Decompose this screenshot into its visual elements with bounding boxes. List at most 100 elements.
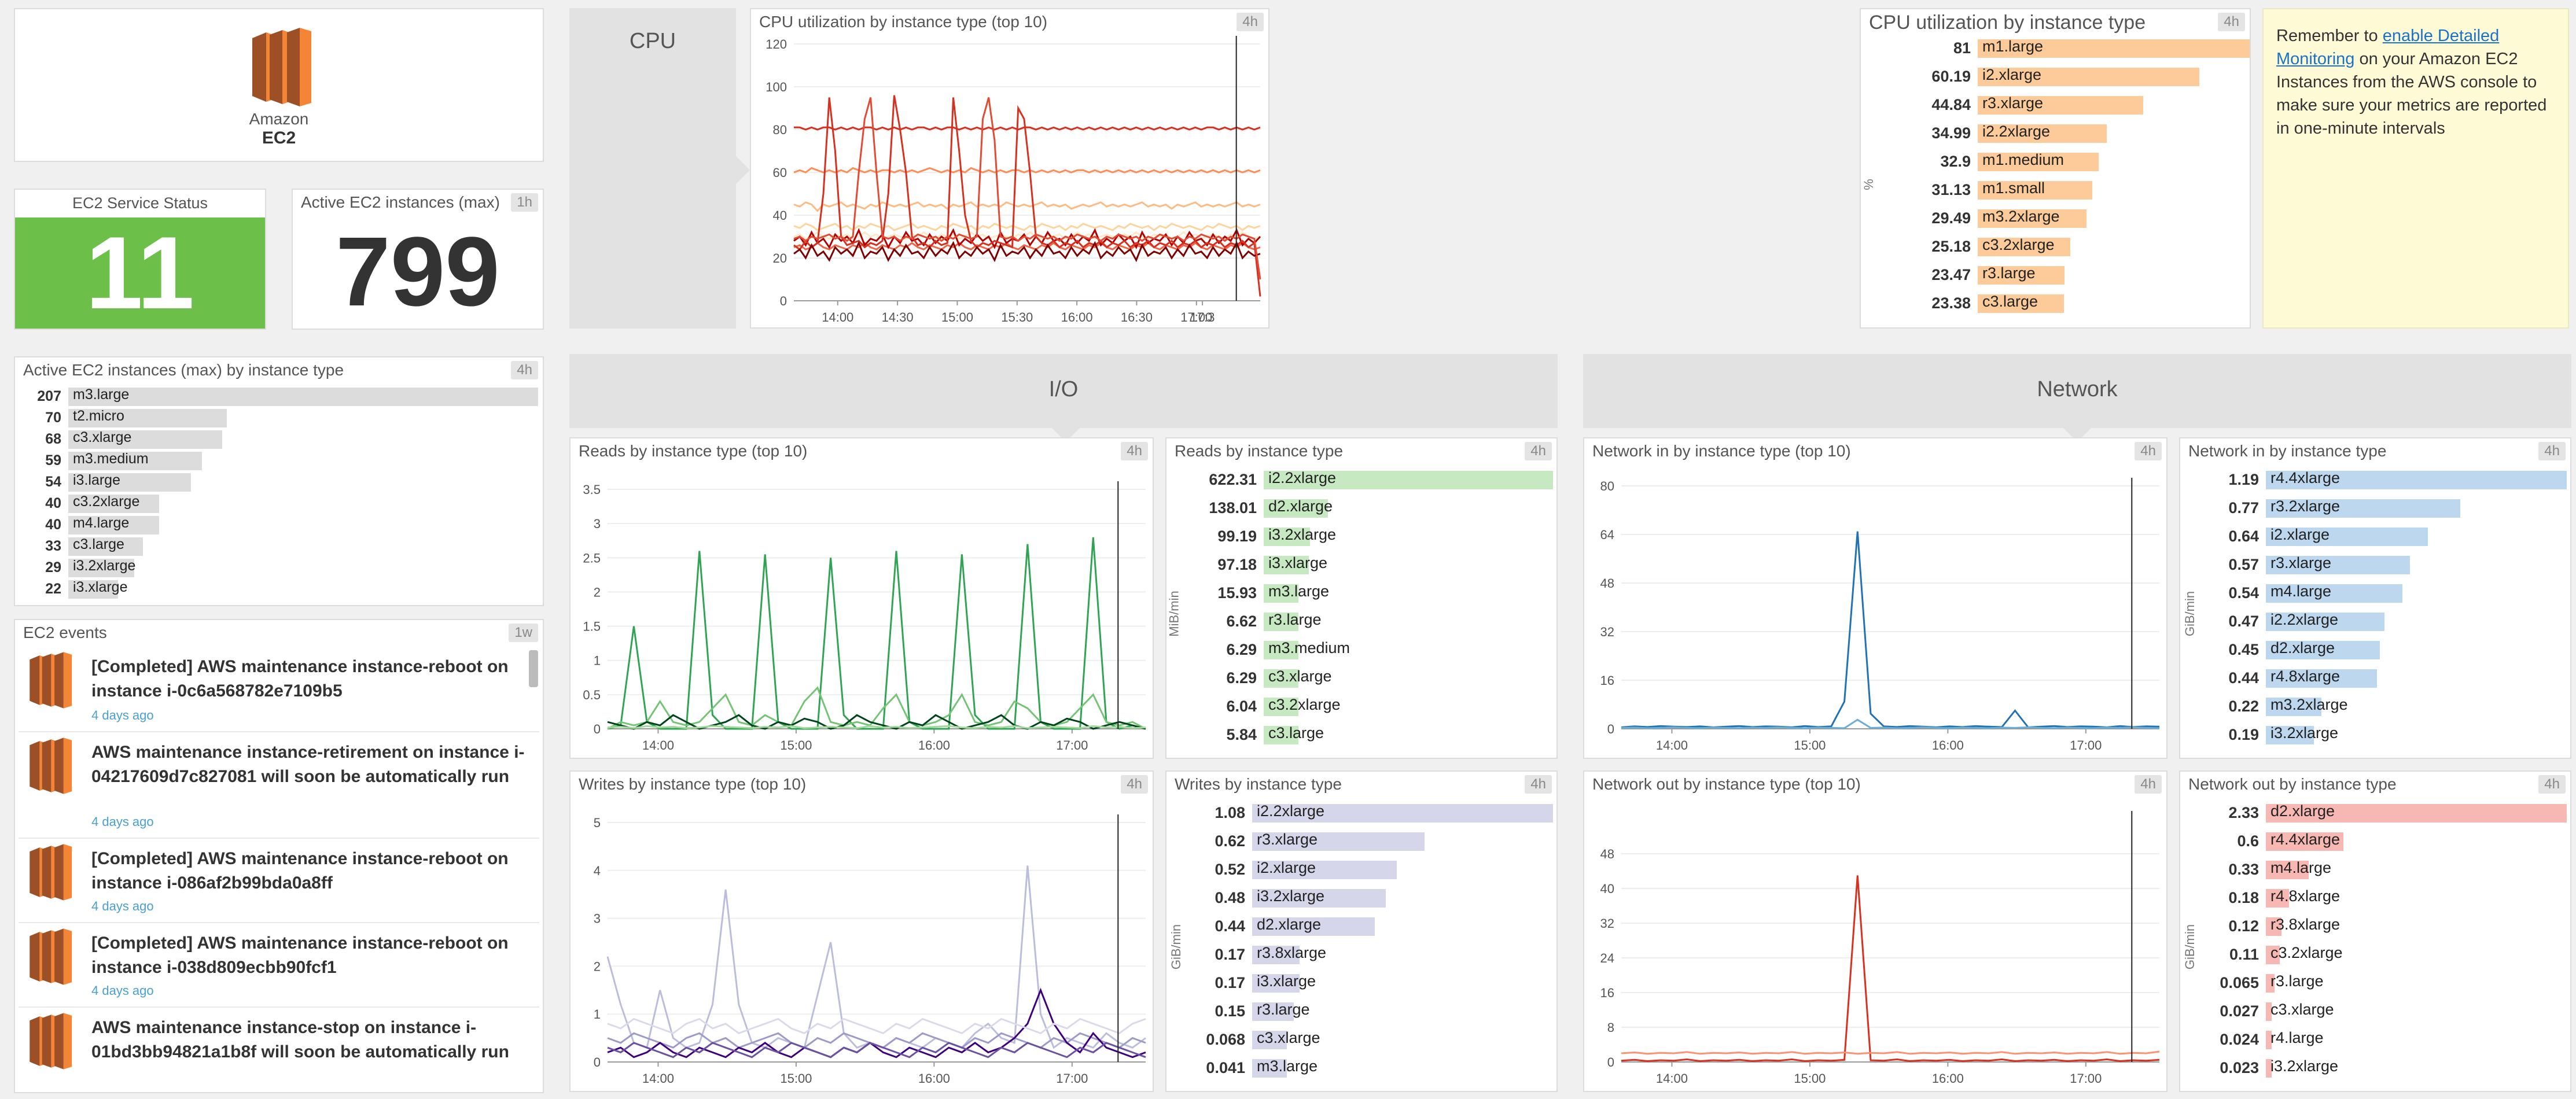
writes-toplist-timeframe[interactable]: 4h — [1525, 775, 1552, 794]
toplist-bar — [1252, 861, 1397, 879]
event-title[interactable]: [Completed] AWS maintenance instance-reb… — [91, 934, 509, 977]
toplist-value: 0.48 — [1215, 889, 1245, 906]
y-tick-label: 0 — [594, 1055, 601, 1070]
toplist-label: d2.xlarge — [2270, 802, 2335, 820]
series-line — [794, 126, 1261, 131]
toplist-value: 81 — [1953, 39, 1971, 57]
toplist-bar — [2266, 528, 2428, 546]
toplist-value: 60.19 — [1931, 68, 1971, 85]
toplist-bar — [1978, 96, 2143, 115]
toplist-value: 6.29 — [1226, 669, 1257, 687]
y-tick-label: 2 — [594, 959, 601, 973]
writes-timeseries-plot[interactable]: 0 1 2 3 4 5 14:00 15:00 16:00 17:00 — [571, 772, 1153, 1091]
toplist-label: i3.xlarge — [73, 579, 128, 595]
toplist-label: c3.xlarge — [1257, 1029, 1320, 1046]
toplist-value: 23.47 — [1931, 266, 1971, 283]
writes-toplist-title: Writes by instance type — [1175, 775, 1342, 793]
toplist-label: m1.small — [1982, 179, 2045, 197]
cpu-timeseries-timeframe[interactable]: 4h — [1237, 13, 1264, 31]
toplist-value: 34.99 — [1931, 124, 1971, 142]
reads-timeseries-timeframe[interactable]: 4h — [1121, 442, 1148, 460]
toplist-row: 68 c3.xlarge — [23, 428, 543, 450]
toplist-value: 15.93 — [1217, 584, 1257, 602]
toplist-value: 0.22 — [2228, 698, 2259, 715]
series-line — [607, 1017, 1146, 1034]
event-item[interactable]: [Completed] AWS maintenance instance-reb… — [19, 646, 539, 732]
network-out-timeseries-plot[interactable]: 0 8 16 24 32 40 48 14:00 15:00 16:00 17:00 — [1584, 772, 2166, 1091]
event-title[interactable]: AWS maintenance instance-stop on instanc… — [91, 1018, 509, 1061]
event-title[interactable]: [Completed] AWS maintenance instance-reb… — [91, 849, 509, 893]
y-tick-label: 32 — [1600, 916, 1614, 931]
reads-toplist-timeframe[interactable]: 4h — [1525, 442, 1552, 460]
cpu-timeseries-plot[interactable]: 0 20 40 60 80 100 120 14:00 14:30 15:00 15:30 16:00… — [751, 9, 1268, 327]
toplist-bar — [2266, 613, 2385, 631]
event-title[interactable]: [Completed] AWS maintenance instance-reb… — [91, 657, 509, 700]
network-out-timeseries-timeframe[interactable]: 4h — [2135, 775, 2162, 794]
toplist-row: 54 i3.large — [23, 471, 543, 493]
active-instances-timeframe[interactable]: 1h — [511, 193, 538, 212]
network-in-toplist-unit: GiB/min — [2183, 591, 2198, 637]
toplist-bar — [1252, 917, 1375, 936]
toplist-label: c3.2xlarge — [1982, 236, 2055, 253]
x-tick-label: 17:00 — [1180, 310, 1212, 324]
toplist-value: 0.77 — [2228, 499, 2259, 517]
toplist-label: m3.2xlarge — [2270, 696, 2348, 713]
y-tick-label: 5 — [594, 816, 601, 830]
toplist-bar — [2266, 556, 2411, 574]
toplist-label: m1.medium — [1982, 151, 2065, 168]
network-out-toplist-timeframe[interactable]: 4h — [2538, 775, 2566, 794]
event-title[interactable]: AWS maintenance instance-retirement on i… — [91, 743, 525, 786]
toplist-row: 23.38 c3.large — [1878, 292, 2249, 314]
reads-timeseries-plot[interactable]: 0 0.5 1 1.5 2 2.5 3 3.5 14:00 15:00 16:00 17:00 — [571, 438, 1153, 758]
toplist-label: r3.8xlarge — [1257, 944, 1327, 961]
event-date: 4 days ago — [91, 983, 154, 998]
toplist-label: i2.xlarge — [2270, 526, 2330, 543]
toplist-row: 6.29 m3.medium — [1187, 639, 1552, 661]
series-line — [606, 865, 1146, 1049]
toplist-label: d2.xlarge — [1268, 497, 1333, 515]
x-tick-label: 15:00 — [1794, 1071, 1826, 1086]
toplist-label: r4.8xlarge — [2270, 887, 2341, 905]
x-tick-label: 14:30 — [882, 310, 914, 324]
toplist-bar — [2266, 584, 2403, 603]
cpu-toplist-widget: CPU utilization by instance type 4h % 81… — [1860, 8, 2251, 329]
y-tick-label: 0 — [1607, 722, 1614, 736]
network-in-timeseries-plot[interactable]: 0 16 32 48 64 80 14:00 15:00 16:00 17:00 — [1584, 438, 2166, 758]
toplist-label: i2.xlarge — [1257, 859, 1316, 876]
toplist-row: 0.57 r3.xlarge — [2201, 554, 2566, 576]
y-tick-label: 1 — [594, 654, 601, 668]
toplist-value: 0.33 — [2228, 861, 2259, 878]
active-by-type-timeframe[interactable]: 4h — [511, 361, 538, 379]
toplist-value: 6.04 — [1226, 698, 1257, 715]
event-item[interactable]: [Completed] AWS maintenance instance-reb… — [19, 838, 539, 923]
cpu-toplist-list: 81 m1.large 60.19 i2.xlarge 44.84 r3.xlarge 34… — [1878, 37, 2250, 326]
toplist-row: 0.024 r4.large — [2201, 1028, 2566, 1050]
toplist-value: 0.068 — [1206, 1031, 1245, 1048]
event-item[interactable]: AWS maintenance instance-stop on instanc… — [19, 1006, 539, 1092]
events-scrollbar[interactable] — [529, 650, 538, 687]
event-item[interactable]: AWS maintenance instance-retirement on i… — [19, 731, 539, 839]
network-in-toplist-timeframe[interactable]: 4h — [2538, 442, 2566, 460]
icon-shape — [30, 847, 40, 897]
event-date: 4 days ago — [91, 708, 154, 722]
reads-toplist-unit: MiB/min — [1166, 591, 1182, 637]
network-in-timeseries-timeframe[interactable]: 4h — [2135, 442, 2162, 460]
x-tick-label: 15:00 — [1794, 738, 1826, 753]
event-item[interactable]: [Completed] AWS maintenance instance-reb… — [19, 922, 539, 1008]
toplist-value: 0.44 — [2228, 669, 2259, 687]
cpu-toplist-timeframe[interactable]: 4h — [2218, 13, 2245, 31]
toplist-row: 0.023 i3.2xlarge — [2201, 1057, 2566, 1079]
service-status-value: 11 — [85, 215, 195, 330]
icon-shape — [42, 1015, 51, 1068]
writes-timeseries-timeframe[interactable]: 4h — [1121, 775, 1148, 794]
toplist-value: 0.12 — [2228, 917, 2259, 935]
toplist-row: 0.44 r4.8xlarge — [2201, 667, 2566, 689]
network-out-toplist-list: 2.33 d2.xlarge 0.6 r4.4xlarge 0.33 m4.large 0.… — [2201, 802, 2567, 1091]
toplist-row: 0.18 r4.8xlarge — [2201, 887, 2566, 909]
amazon-ec2-logo-icon — [252, 28, 311, 106]
events-timeframe[interactable]: 1w — [509, 624, 538, 642]
toplist-bar — [68, 452, 203, 470]
toplist-label: m3.large — [1268, 582, 1330, 600]
enable-detailed-monitoring-link[interactable]: enable Detailed Monitoring — [2276, 27, 2500, 68]
icon-shape — [63, 844, 72, 901]
